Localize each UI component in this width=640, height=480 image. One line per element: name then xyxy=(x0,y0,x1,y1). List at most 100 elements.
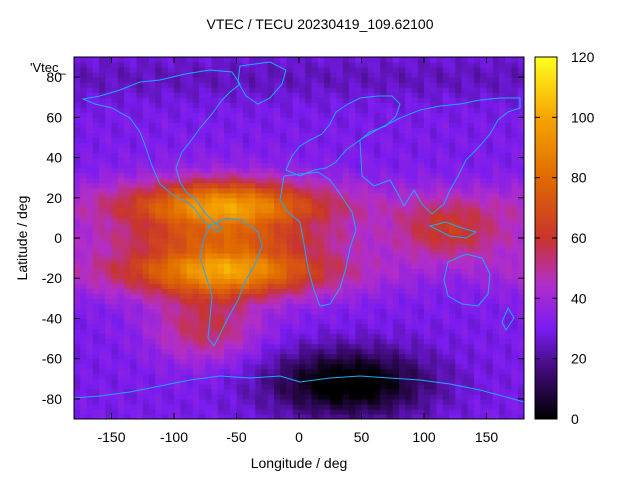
heatmap-cell xyxy=(342,313,350,320)
heatmap-cell xyxy=(174,308,181,315)
heatmap-cell xyxy=(299,253,306,259)
heatmap-cell xyxy=(242,137,250,144)
heatmap-cell xyxy=(392,202,400,209)
heatmap-cell xyxy=(324,348,331,355)
heatmap-cell xyxy=(242,127,250,134)
heatmap-cell xyxy=(280,172,288,179)
heatmap-cell xyxy=(511,87,519,93)
heatmap-cell xyxy=(380,333,388,340)
heatmap-cell xyxy=(111,82,119,88)
heatmap-cell xyxy=(424,263,431,269)
heatmap-cell xyxy=(430,263,438,269)
heatmap-cell xyxy=(374,293,381,299)
heatmap-cell xyxy=(386,413,394,419)
heatmap-cell xyxy=(499,232,506,239)
heatmap-cell xyxy=(286,403,294,410)
heatmap-cell xyxy=(124,177,131,184)
heatmap-cell xyxy=(80,92,88,98)
heatmap-cell xyxy=(305,398,313,405)
heatmap-cell xyxy=(92,67,100,73)
heatmap-cell xyxy=(142,82,150,88)
heatmap-cell xyxy=(292,323,300,330)
heatmap-cell xyxy=(86,172,94,179)
heatmap-cell xyxy=(205,122,213,128)
heatmap-cell xyxy=(267,202,275,209)
heatmap-cell xyxy=(236,263,244,269)
heatmap-cell xyxy=(236,72,244,78)
heatmap-cell xyxy=(492,308,500,315)
heatmap-cell xyxy=(424,217,431,224)
heatmap-cell xyxy=(436,217,444,224)
heatmap-cell xyxy=(442,177,450,184)
heatmap-cell xyxy=(267,353,275,360)
heatmap-cell xyxy=(92,313,100,320)
heatmap-cell xyxy=(167,157,175,164)
heatmap-cell xyxy=(474,202,481,209)
heatmap-cell xyxy=(430,363,438,370)
heatmap-cell xyxy=(142,398,150,405)
heatmap-cell xyxy=(467,333,475,340)
heatmap-cell xyxy=(136,298,144,304)
heatmap-cell xyxy=(374,182,381,189)
heatmap-cell xyxy=(374,408,381,415)
heatmap-cell xyxy=(299,87,306,93)
heatmap-cell xyxy=(386,152,394,159)
heatmap-cell xyxy=(230,388,238,395)
heatmap-cell xyxy=(467,323,475,330)
heatmap-cell xyxy=(424,383,431,390)
heatmap-cell xyxy=(280,393,288,400)
heatmap-cell xyxy=(374,253,381,259)
heatmap-cell xyxy=(292,303,300,309)
heatmap-cell xyxy=(305,147,313,154)
heatmap-cell xyxy=(292,172,300,179)
heatmap-cell xyxy=(374,212,381,219)
heatmap-cell xyxy=(349,393,356,400)
heatmap-cell xyxy=(449,318,456,325)
heatmap-cell xyxy=(505,343,513,350)
heatmap-cell xyxy=(267,308,275,315)
heatmap-cell xyxy=(105,92,113,98)
heatmap-cell xyxy=(105,268,113,274)
heatmap-cell xyxy=(486,248,494,254)
heatmap-cell xyxy=(355,142,363,149)
heatmap-cell xyxy=(192,263,200,269)
heatmap-cell xyxy=(255,77,263,83)
heatmap-cell xyxy=(92,167,100,174)
heatmap-cell xyxy=(349,243,356,249)
heatmap-cell xyxy=(330,348,338,355)
heatmap-cell xyxy=(130,192,138,199)
heatmap-cell xyxy=(136,268,144,274)
heatmap-cell xyxy=(399,177,406,184)
heatmap-cell xyxy=(230,288,238,294)
heatmap-cell xyxy=(124,253,131,259)
heatmap-cell xyxy=(505,182,513,189)
heatmap-cell xyxy=(367,127,375,134)
heatmap-cell xyxy=(486,197,494,204)
heatmap-cell xyxy=(99,207,106,214)
heatmap-cell xyxy=(224,217,231,224)
heatmap-cell xyxy=(105,132,113,139)
heatmap-cell xyxy=(336,212,344,219)
heatmap-cell xyxy=(511,182,519,189)
heatmap-cell xyxy=(442,238,450,244)
heatmap-cell xyxy=(399,408,406,415)
heatmap-cell xyxy=(180,318,188,325)
heatmap-cell xyxy=(355,147,363,154)
heatmap-cell xyxy=(236,343,244,350)
heatmap-cell xyxy=(361,132,369,139)
heatmap-cell xyxy=(442,172,450,179)
heatmap-cell xyxy=(155,413,163,419)
heatmap-cell xyxy=(105,102,113,108)
heatmap-cell xyxy=(167,268,175,274)
heatmap-cell xyxy=(161,348,169,355)
heatmap-cell xyxy=(117,192,125,199)
heatmap-cell xyxy=(330,117,338,123)
heatmap-cell xyxy=(274,137,281,144)
heatmap-cell xyxy=(99,268,106,274)
heatmap-cell xyxy=(230,67,238,73)
heatmap-cell xyxy=(217,167,225,174)
heatmap-cell xyxy=(130,157,138,164)
heatmap-cell xyxy=(355,102,363,108)
heatmap-cell xyxy=(380,258,388,264)
heatmap-cell xyxy=(317,413,325,419)
